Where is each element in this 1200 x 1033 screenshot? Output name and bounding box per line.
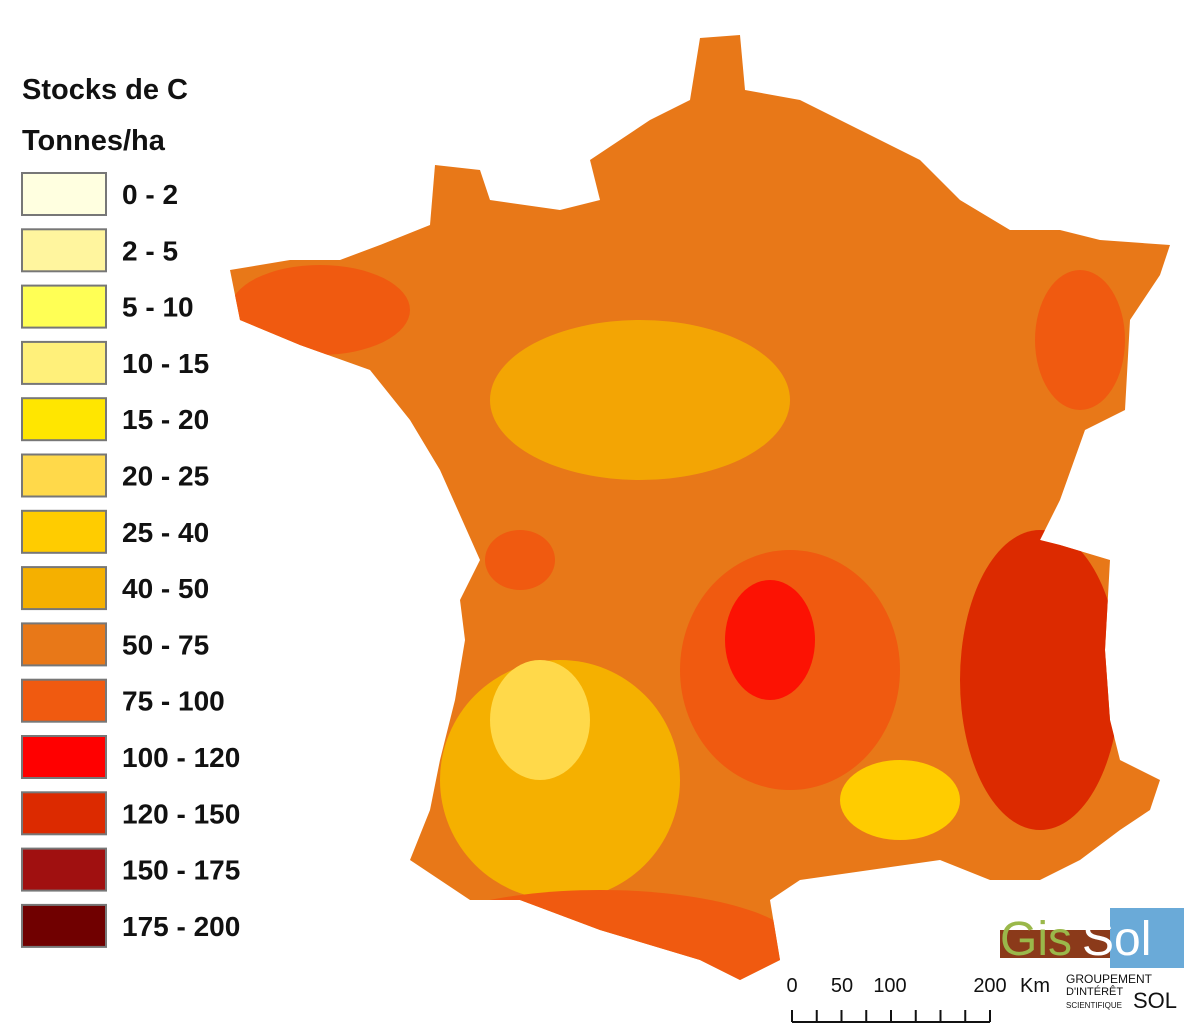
logo-band [1000,930,1110,958]
scale-label: 100 [873,975,906,997]
legend-swatch [21,340,107,385]
legend-label: 0 - 2 [122,179,178,210]
legend-label: 120 - 150 [122,798,240,829]
logo-text: Sol [1082,913,1151,966]
logo-line: GROUPEMENT [1066,972,1153,986]
legend-unit: Tonnes/ha [22,125,166,157]
legend-label: 10 - 15 [122,348,209,379]
scale-label: 50 [831,975,853,997]
legend-label: 150 - 175 [122,855,240,886]
legend-swatch [21,622,107,667]
legend-label: 20 - 25 [122,461,209,492]
legend-swatch [21,228,107,273]
scale-unit: Km [1020,975,1050,997]
legend-label: 50 - 75 [122,629,209,660]
scale-label: 200 [973,975,1006,997]
legend-title: Stocks de C [22,74,188,106]
legend-label: 25 - 40 [122,517,209,548]
legend-swatch [21,735,107,779]
legend-swatch [21,172,107,216]
legend-label: 100 - 120 [122,742,240,773]
legend-swatch [21,678,107,723]
legend-label: 175 - 200 [122,911,240,942]
legend-label: 5 - 10 [122,292,194,323]
legend-swatch [21,509,107,554]
legend-swatch [21,453,107,498]
legend-swatch [21,566,107,611]
logo-line: D'INTÉRÊT [1066,985,1123,998]
scale-bar: 0 50 100 200 Km [786,975,1050,1023]
legend-label: 75 - 100 [122,686,225,717]
legend-swatch [21,847,107,892]
logo-line: SOL [1133,988,1177,1013]
logo-line: SCIENTIFIQUE [1066,1001,1122,1010]
legend-swatch [21,791,107,836]
scale-label: 0 [786,975,797,997]
legend-swatch [21,284,107,329]
legend-label: 2 - 5 [122,235,178,266]
legend: Stocks de C Tonnes/ha 0 - 2 2 - 5 5 - 10 10… [21,74,240,948]
legend-swatch [21,397,107,442]
legend-label: 15 - 20 [122,404,209,435]
logo: Gis Sol GROUPEMENT D'INTÉRÊT SCIENTIFIQU… [1000,908,1184,1013]
logo-text: Gis [1000,913,1072,966]
legend-swatch [21,903,107,948]
france-map [230,35,1170,980]
logo-band [1110,908,1184,968]
legend-label: 40 - 50 [122,573,209,604]
